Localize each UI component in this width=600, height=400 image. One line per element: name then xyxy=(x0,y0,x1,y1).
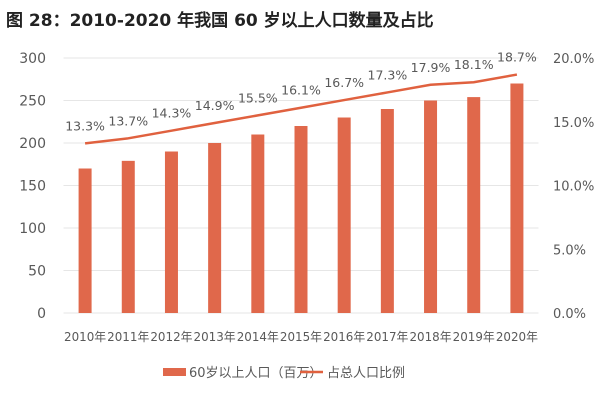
x-tick-label: 2014年 xyxy=(237,330,279,344)
y-tick-label: 200 xyxy=(19,136,46,152)
bar xyxy=(424,100,438,313)
data-label: 16.7% xyxy=(324,75,364,90)
chart-title: 图 28：2010-2020 年我国 60 岁以上人口数量及占比 xyxy=(6,11,434,31)
y-tick-label: 300 xyxy=(19,51,46,67)
y2-tick-label: 20.0% xyxy=(553,52,594,67)
legend-label-bar: 60岁以上人口（百万） xyxy=(189,366,323,381)
y-tick-label: 150 xyxy=(19,179,46,195)
x-tick-label: 2016年 xyxy=(323,330,365,344)
bar xyxy=(337,117,351,313)
data-label: 18.7% xyxy=(497,50,537,65)
data-label: 13.7% xyxy=(108,113,148,128)
legend-label-line: 占总人口比例 xyxy=(327,366,405,381)
bar xyxy=(121,160,135,313)
bar xyxy=(510,83,524,313)
bar xyxy=(467,97,481,313)
x-tick-label: 2017年 xyxy=(366,330,408,344)
y-tick-label: 0 xyxy=(37,306,46,322)
data-label: 14.9% xyxy=(195,98,235,113)
y-tick-label: 50 xyxy=(28,264,46,280)
x-tick-label: 2015年 xyxy=(280,330,322,344)
y2-tick-label: 10.0% xyxy=(553,180,594,195)
data-label: 17.9% xyxy=(411,60,451,75)
x-tick-label: 2018年 xyxy=(409,330,451,344)
x-tick-label: 2019年 xyxy=(453,330,495,344)
bar xyxy=(78,168,92,313)
legend-swatch-bar xyxy=(163,368,186,376)
y2-tick-label: 5.0% xyxy=(553,243,586,258)
y2-tick-label: 0.0% xyxy=(553,307,586,322)
bar xyxy=(208,143,222,313)
y2-tick-label: 15.0% xyxy=(553,116,594,131)
data-label: 18.1% xyxy=(454,57,494,72)
y-tick-label: 250 xyxy=(19,94,46,110)
x-tick-label: 2020年 xyxy=(496,330,538,344)
data-label: 16.1% xyxy=(281,83,321,98)
x-tick-label: 2013年 xyxy=(194,330,236,344)
x-tick-label: 2011年 xyxy=(107,330,149,344)
y-tick-label: 100 xyxy=(19,221,46,237)
data-label: 14.3% xyxy=(152,106,192,121)
x-tick-label: 2010年 xyxy=(64,330,106,344)
bar xyxy=(380,109,394,313)
bar xyxy=(164,151,178,313)
data-label: 13.3% xyxy=(65,118,105,133)
bar xyxy=(251,134,265,313)
data-label: 17.3% xyxy=(368,67,408,82)
ratio-line xyxy=(84,73,518,145)
x-tick-label: 2012年 xyxy=(150,330,192,344)
data-label: 15.5% xyxy=(238,90,278,105)
bar xyxy=(294,126,308,313)
